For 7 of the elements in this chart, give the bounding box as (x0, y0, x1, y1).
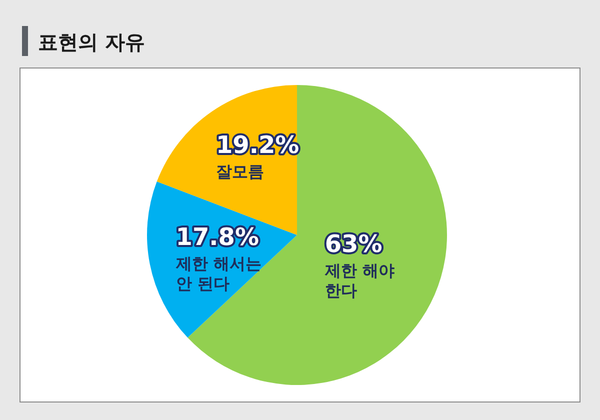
slice-label: 제한 해서는 안 된다 (174, 254, 262, 293)
slice-label: 잘모름 (216, 162, 264, 181)
chart-title: 표현의 자유 (38, 30, 145, 54)
data-label: 63% (324, 230, 382, 258)
slice-label: 제한 해야 한다 (324, 261, 394, 300)
data-label: 17.8% (176, 223, 260, 251)
data-label: 19.2% (216, 130, 300, 159)
